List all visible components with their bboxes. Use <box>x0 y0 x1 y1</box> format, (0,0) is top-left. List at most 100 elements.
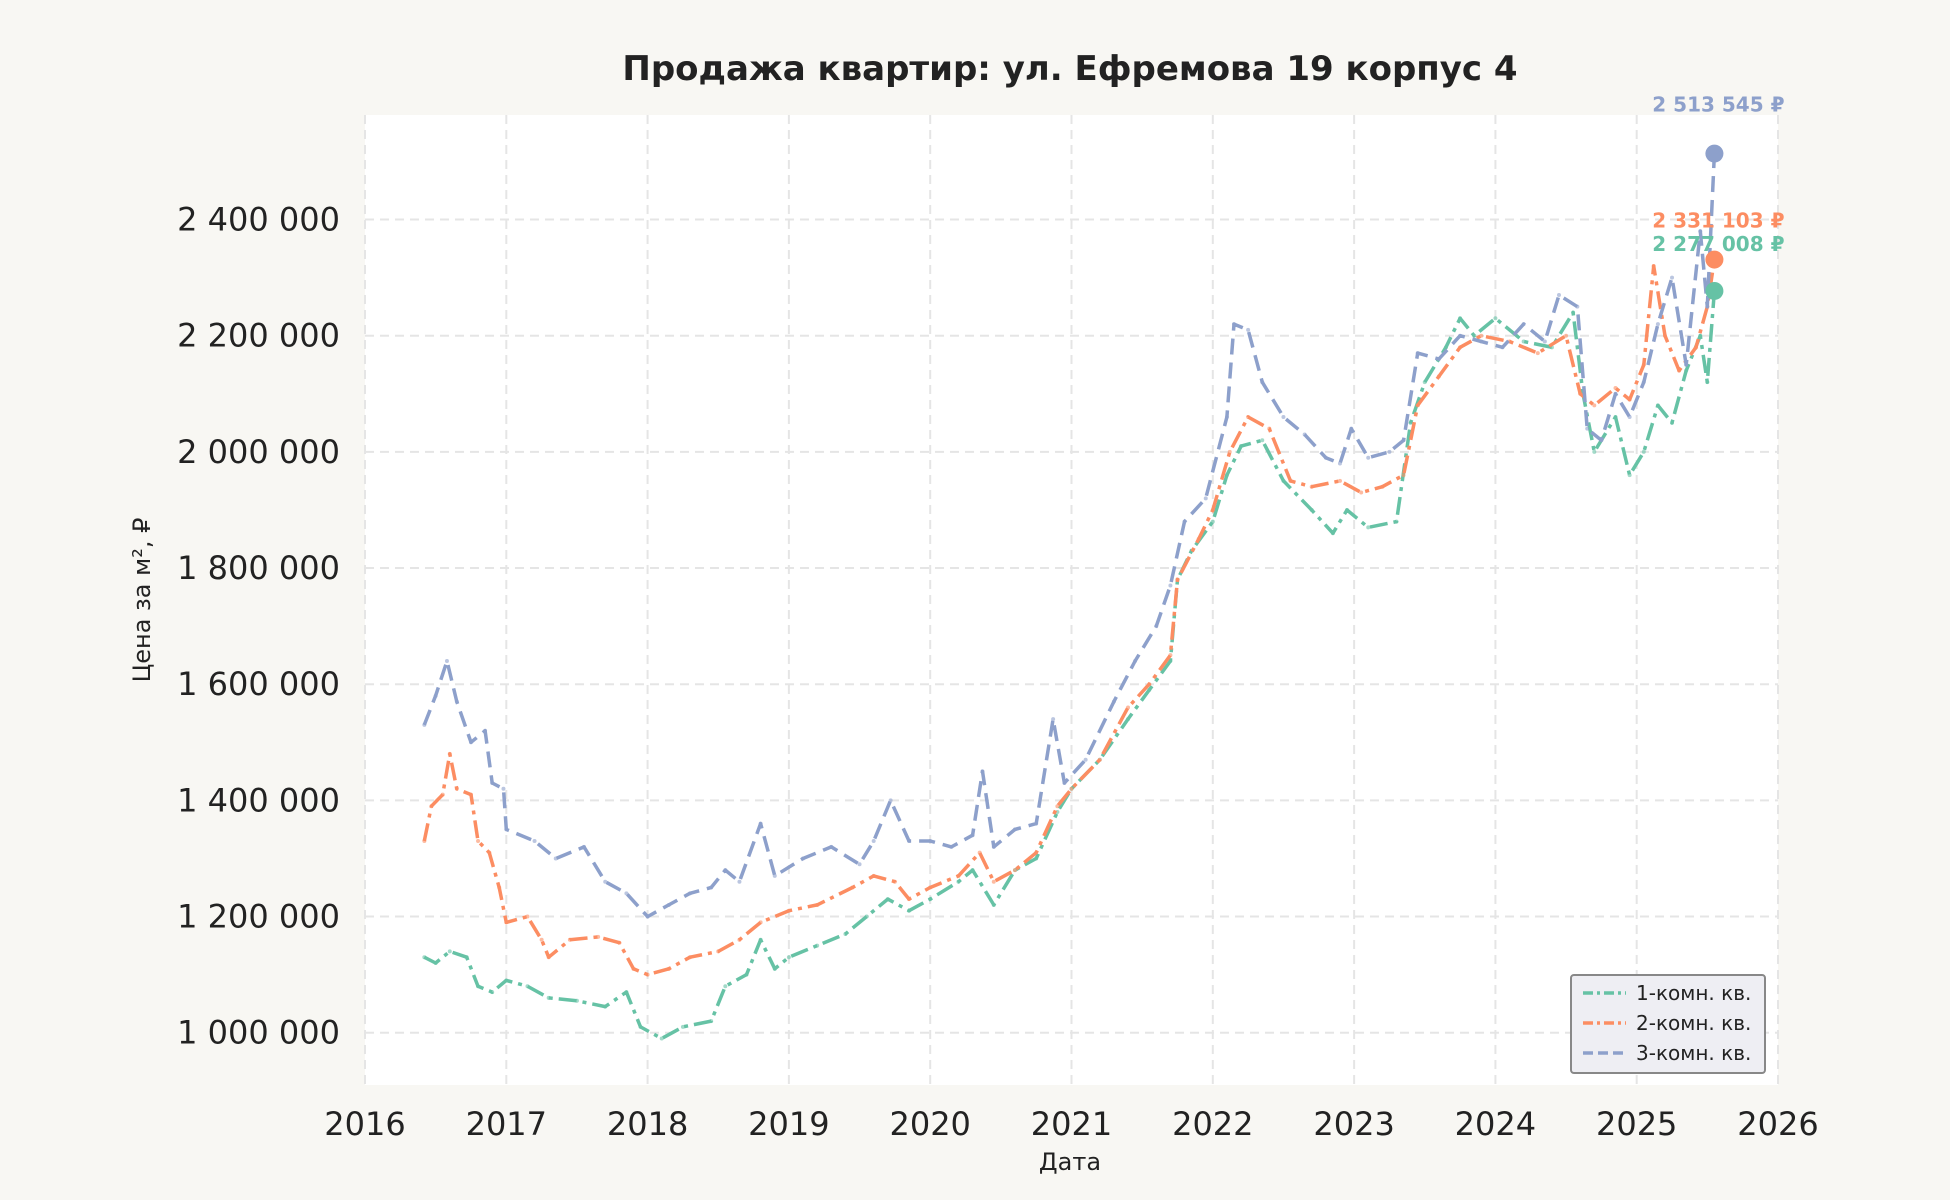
series-2-point <box>1359 490 1364 495</box>
series-2-point <box>546 955 551 960</box>
series-2-point <box>786 908 791 913</box>
series-1-point <box>1126 717 1131 722</box>
series-line-2 <box>422 259 1717 977</box>
series-2-last-point <box>1705 250 1724 269</box>
series-2-point <box>1210 507 1215 512</box>
y-tick-label: 2 200 000 <box>177 317 340 355</box>
series-3-point <box>928 839 933 844</box>
series-1-point <box>504 978 509 983</box>
series-3-point <box>1500 345 1505 350</box>
series-1-point <box>1366 525 1371 530</box>
series-2-point <box>454 786 459 791</box>
series-2-point <box>737 937 742 942</box>
series-3-point <box>1260 380 1265 385</box>
y-tick-label: 1 400 000 <box>177 781 340 819</box>
series-2-point <box>1401 473 1406 478</box>
series-2-point <box>1641 362 1646 367</box>
series-3-point <box>504 827 509 832</box>
legend-label-1: 1-комн. кв. <box>1636 981 1751 1005</box>
series-2-point <box>1097 757 1102 762</box>
series-3-point <box>1224 415 1229 420</box>
series-2-point <box>525 914 530 919</box>
series-1-point <box>1571 310 1576 315</box>
series-1-point <box>659 1036 664 1041</box>
series-2-point <box>1662 333 1667 338</box>
series-3-point <box>1302 432 1307 437</box>
series-2-point <box>1168 653 1173 658</box>
series-2-point <box>1126 705 1131 710</box>
series-3-point <box>949 844 954 849</box>
series-3-point <box>444 658 449 663</box>
y-tick-label: 1 600 000 <box>177 665 340 703</box>
series-3-point <box>1599 438 1604 443</box>
series-3-point <box>737 879 742 884</box>
series-3-point <box>829 844 834 849</box>
series-1-point <box>1281 478 1286 483</box>
series-2-point <box>666 966 671 971</box>
series-2-point <box>716 949 721 954</box>
series-3-point <box>1231 322 1236 327</box>
series-3-point <box>1387 449 1392 454</box>
series-3-point <box>553 856 558 861</box>
series-1-point <box>1408 420 1413 425</box>
axes: 2016 2017 2018 2019 2020 2021 2022 2023 2024 2025… <box>177 201 1819 1143</box>
x-tick-label: 2021 <box>1031 1105 1112 1143</box>
series-1-point <box>1627 473 1632 478</box>
series-2-point <box>447 751 452 756</box>
x-tick-label: 2026 <box>1737 1105 1818 1143</box>
x-tick-label: 2022 <box>1172 1105 1253 1143</box>
series-1-point <box>1458 316 1463 321</box>
series-3-point <box>454 699 459 704</box>
series-1-point <box>1147 688 1152 693</box>
series-3-last-point <box>1705 144 1724 163</box>
series-1-point <box>1641 449 1646 454</box>
series-1-point <box>1684 368 1689 373</box>
series-1-point <box>680 1024 685 1029</box>
series-1-point <box>433 961 438 966</box>
series-2-point <box>977 850 982 855</box>
series-1-point <box>1345 507 1350 512</box>
series-2-point <box>631 966 636 971</box>
chart-title: Продажа квартир: ул. Ефремова 19 корпус … <box>622 49 1517 89</box>
series-3-point <box>483 728 488 733</box>
series-2-point <box>440 792 445 797</box>
series-3-point <box>1698 229 1703 234</box>
series-3-point <box>1585 426 1590 431</box>
series-1-point <box>970 868 975 873</box>
series-3-point <box>1182 519 1187 524</box>
series-3-point <box>1154 624 1159 629</box>
series-2-point <box>850 885 855 890</box>
series-1-point <box>1705 380 1710 385</box>
series-3-point <box>1083 757 1088 762</box>
series-3-point <box>857 862 862 867</box>
series-1-point <box>447 949 452 954</box>
series-2-point <box>1415 403 1420 408</box>
series-2-point <box>892 879 897 884</box>
series-3-point <box>709 885 714 890</box>
series-line-3 <box>422 153 1717 919</box>
series-3-point <box>532 839 537 844</box>
series-3-point <box>1349 426 1354 431</box>
series-3-point <box>422 722 427 727</box>
series-2-point <box>871 873 876 878</box>
series-2-point <box>1196 537 1201 542</box>
series-2-point <box>539 937 544 942</box>
series-2-point <box>1627 397 1632 402</box>
series-2-point <box>429 804 434 809</box>
series-2-point <box>758 920 763 925</box>
series-3-point <box>468 740 473 745</box>
x-tick-label: 2016 <box>324 1105 405 1143</box>
series-1-point <box>464 955 469 960</box>
series-3-point <box>980 769 985 774</box>
series-2-point <box>476 839 481 844</box>
x-tick-label: 2019 <box>748 1105 829 1143</box>
series-3-point <box>1670 275 1675 280</box>
series-3-point <box>1641 380 1646 385</box>
series-layer <box>422 151 1717 1041</box>
y-axis-label: Цена за м², ₽ <box>128 518 156 683</box>
series-2-point <box>928 885 933 890</box>
series-2-point <box>1147 682 1152 687</box>
y-tick-label: 2 400 000 <box>177 201 340 239</box>
series-2-last-label: 2 331 103 ₽ <box>1652 209 1784 233</box>
series-3-point <box>1012 827 1017 832</box>
